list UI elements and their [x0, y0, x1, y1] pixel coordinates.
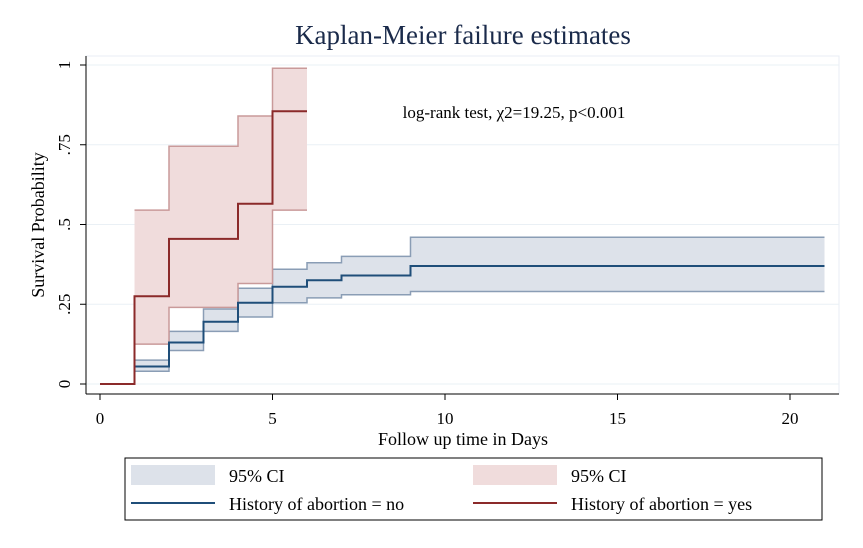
x-tick-label-3: 15	[609, 409, 626, 428]
x-tick-label-2: 10	[437, 409, 454, 428]
legend-label-ci-no: 95% CI	[229, 466, 285, 486]
y-tick-label-2: .5	[55, 218, 74, 231]
y-axis-label: Survival Probability	[28, 152, 48, 298]
x-tick-label-1: 5	[268, 409, 277, 428]
x-tick-label-4: 20	[782, 409, 799, 428]
y-tick-label-1: .25	[55, 294, 74, 315]
legend: 95% CI 95% CI History of abortion = no H…	[124, 457, 823, 521]
legend-swatch-ci-no	[131, 465, 215, 485]
ci-lower-no	[134, 290, 825, 372]
ci-upper-yes	[134, 67, 307, 211]
x-axis-label: Follow up time in Days	[378, 429, 548, 449]
x-tick-label-0: 0	[96, 409, 105, 428]
logrank-annotation: log-rank test, χ2=19.25, p<0.001	[403, 103, 626, 122]
ci-bands	[134, 67, 825, 372]
y-axis-ticks: 0 .25 .5 .75 1	[55, 61, 86, 389]
legend-swatch-ci-yes	[473, 465, 557, 485]
x-axis-ticks: 0 5 10 15 20	[96, 394, 799, 428]
legend-label-line-no: History of abortion = no	[229, 494, 404, 514]
ci-lower-yes	[134, 209, 307, 345]
y-tick-label-0: 0	[55, 380, 74, 389]
legend-label-line-yes: History of abortion = yes	[571, 494, 752, 514]
chart-title: Kaplan-Meier failure estimates	[295, 20, 631, 50]
survival-curves	[100, 110, 825, 385]
ci-band-no	[134, 237, 825, 372]
y-tick-label-3: .75	[55, 134, 74, 155]
survival-line-yes	[100, 110, 307, 385]
legend-label-ci-yes: 95% CI	[571, 466, 627, 486]
survival-line-no	[100, 265, 825, 385]
y-tick-label-4: 1	[55, 61, 74, 70]
ci-band-yes	[134, 68, 307, 345]
